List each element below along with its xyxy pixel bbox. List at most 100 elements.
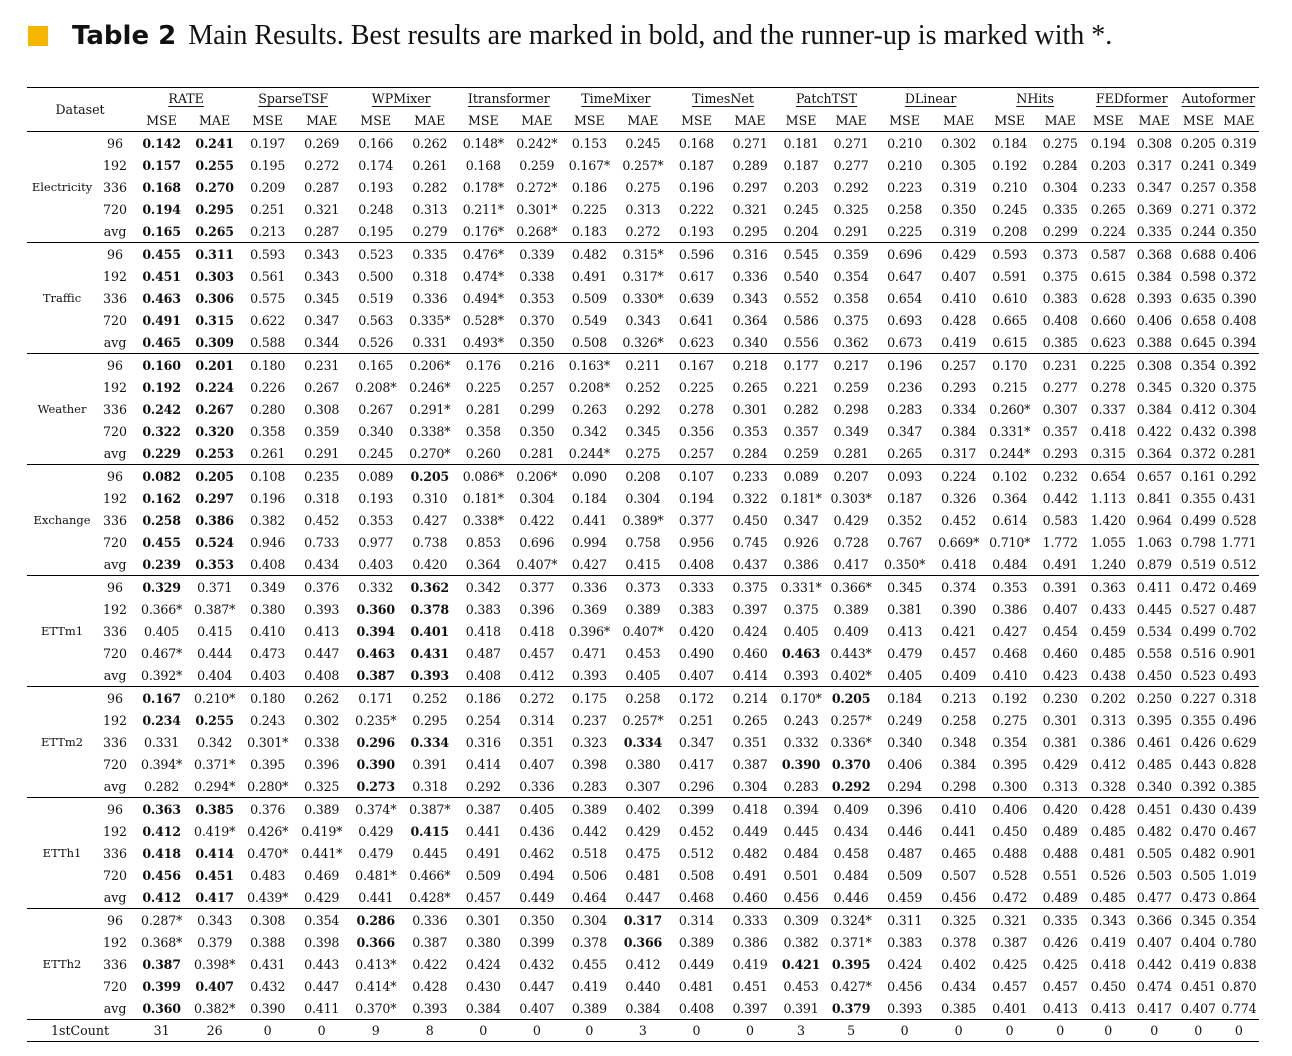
value-cell: 0.388 [1136, 334, 1172, 350]
value-cell: 0.458 [833, 845, 869, 861]
value-cell: 0.482 [1180, 845, 1216, 861]
value-cell: 0.282 [144, 778, 180, 794]
value-cell: 0.428* [409, 889, 451, 905]
value-cell: 0.414 [465, 756, 501, 772]
value-cell: 0.467 [1221, 823, 1257, 839]
value-cell: 0.324* [825, 908, 877, 931]
dataset-name [27, 886, 97, 909]
horizon-cell: 96 [97, 686, 134, 709]
value-cell: 0.213 [250, 223, 286, 239]
value-cell: 0.396 [876, 797, 933, 820]
value-cell: 0.387 [732, 756, 768, 772]
value-cell: 0.452 [304, 512, 340, 528]
value-cell: 0.176* [462, 223, 504, 239]
value-cell: 0.456 [142, 867, 181, 883]
value-cell: 0.527 [1180, 601, 1216, 617]
value-cell: 0.654 [887, 290, 923, 306]
value-cell: 0.593 [984, 242, 1035, 265]
value-cell: 0.440 [625, 978, 661, 994]
value-cell: 0.317 [616, 908, 670, 931]
value-cell: 0.406 [1136, 312, 1172, 328]
first-count-cell: 3 [616, 1019, 670, 1042]
dataset-name: Electricity [31, 180, 93, 194]
value-cell: 0.343 [732, 290, 768, 306]
dataset-name: Exchange [33, 513, 91, 527]
value-cell: 0.474 [1136, 978, 1172, 994]
value-cell: 0.306 [195, 290, 234, 306]
horizon-cell: 336 [103, 290, 128, 306]
metric-header: MAE [932, 109, 985, 132]
value-cell: 0.394 [776, 797, 826, 820]
value-cell: 0.235 [296, 464, 348, 487]
value-cell: 0.623 [1090, 334, 1126, 350]
value-cell: 0.257 [678, 445, 714, 461]
value-cell: 0.283 [887, 401, 923, 417]
metric-header: MSE [562, 109, 617, 132]
value-cell: 0.654 [1085, 464, 1131, 487]
results-table-container: Dataset RATE SparseTSF WPMixer Itransformer… [27, 87, 1259, 1042]
value-cell: 0.207 [825, 464, 877, 487]
value-cell: 0.491 [465, 845, 501, 861]
value-cell: 0.347 [887, 423, 923, 439]
value-cell: 0.278 [678, 401, 714, 417]
value-cell: 0.501 [783, 867, 819, 883]
caption-marker-icon [28, 26, 48, 46]
value-cell: 0.386 [1090, 734, 1126, 750]
value-cell: 0.494* [462, 290, 504, 306]
value-cell: 0.413 [304, 623, 340, 639]
metric-header: MSE [455, 109, 512, 132]
value-cell: 0.233 [1090, 179, 1126, 195]
value-cell: 0.168 [465, 157, 501, 173]
value-cell: 0.323 [571, 734, 607, 750]
value-cell: 0.303* [830, 490, 872, 506]
value-cell: 0.879 [1136, 556, 1172, 572]
value-cell: 0.208* [568, 379, 610, 395]
value-cell: 0.186 [571, 179, 607, 195]
value-cell: 0.587 [1085, 242, 1131, 265]
model-header: TimeMixer [581, 91, 651, 106]
value-cell: 0.374* [347, 797, 405, 820]
value-cell: 0.780 [1221, 934, 1257, 950]
value-cell: 0.429 [1042, 756, 1078, 772]
value-cell: 0.295 [732, 223, 768, 239]
value-cell: 0.384 [1136, 268, 1172, 284]
value-cell: 0.277 [833, 157, 869, 173]
value-cell: 0.385 [190, 797, 240, 820]
value-cell: 0.377 [678, 512, 714, 528]
value-cell: 0.342 [197, 734, 233, 750]
results-table: Dataset RATE SparseTSF WPMixer Itransformer… [27, 87, 1259, 1042]
value-cell: 0.289 [732, 157, 768, 173]
table-row: avg 0.229 0.253 0.261 0.291 0.245 0.270* 0.260 0… [27, 442, 1259, 465]
value-cell: 0.372 [1221, 268, 1257, 284]
first-count-cell: 8 [404, 1019, 456, 1042]
value-cell: 0.409 [941, 667, 977, 683]
value-cell: 0.267 [358, 401, 394, 417]
value-cell: 0.280* [247, 778, 289, 794]
value-cell: 0.257 [519, 379, 555, 395]
value-cell: 0.623 [678, 334, 714, 350]
value-cell: 0.382 [250, 512, 286, 528]
value-cell: 0.417 [1136, 1000, 1172, 1016]
value-cell: 0.353 [358, 512, 394, 528]
value-cell: 0.157 [142, 157, 181, 173]
dataset-name [27, 686, 98, 709]
value-cell: 0.161 [1177, 464, 1219, 487]
horizon-cell: 192 [103, 934, 128, 950]
first-count-row: 1stCount 31 26 0 0 9 8 0 0 0 3 0 0 3 5 0 0 0 0 0 0 0 0 [27, 1019, 1259, 1042]
value-cell: 0.267 [195, 401, 234, 417]
value-cell: 0.426 [1042, 934, 1078, 950]
model-header-row: Dataset RATE SparseTSF WPMixer Itransformer… [27, 87, 1259, 132]
value-cell: 0.243 [250, 712, 286, 728]
value-cell: 0.402 [616, 797, 670, 820]
value-cell: 0.635 [1180, 290, 1216, 306]
value-cell: 0.371 [190, 575, 240, 598]
value-cell: 0.184 [984, 131, 1035, 154]
value-cell: 0.455 [133, 242, 191, 265]
value-cell: 0.419 [1180, 956, 1216, 972]
value-cell: 0.281 [465, 401, 501, 417]
value-cell: 0.450 [732, 512, 768, 528]
value-cell: 0.397 [732, 1000, 768, 1016]
value-cell: 0.710* [989, 534, 1031, 550]
value-cell: 0.413* [355, 956, 397, 972]
value-cell: 0.528* [462, 312, 504, 328]
